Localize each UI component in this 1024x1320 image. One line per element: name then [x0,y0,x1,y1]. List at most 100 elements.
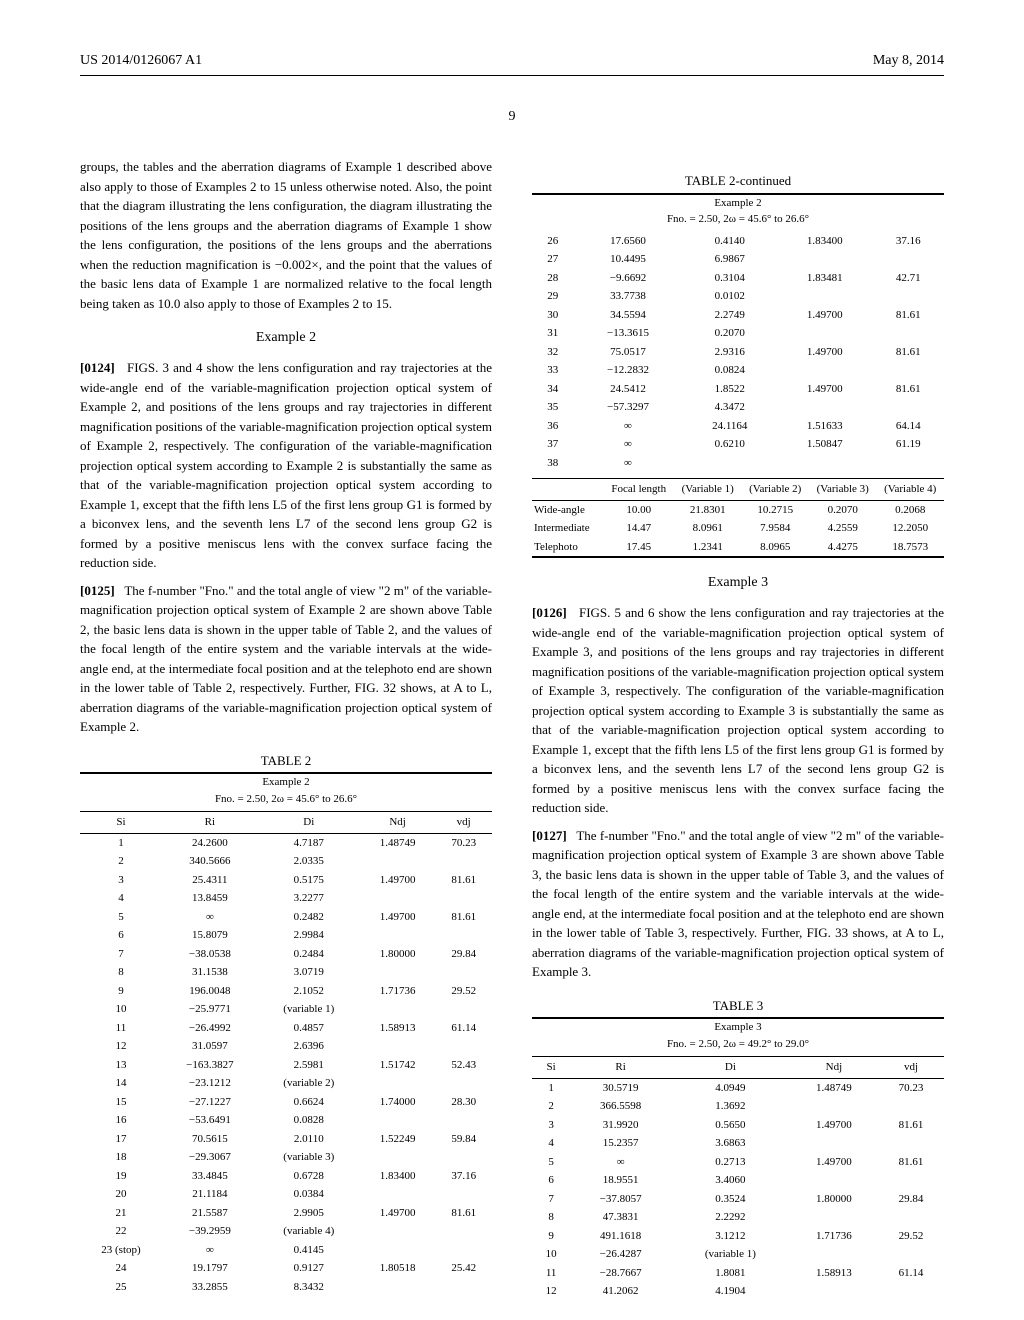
table-cell: 4 [532,1134,570,1153]
table-cell: 1.8081 [671,1264,790,1283]
left-column: groups, the tables and the aberration di… [80,157,492,1313]
table-cell: 0.4145 [258,1241,360,1260]
para-number: [0126] [532,605,567,620]
table-header: Di [258,812,360,834]
table-row: 15−27.12270.66241.7400028.30 [80,1093,492,1112]
page-header: US 2014/0126067 A1 May 8, 2014 [80,50,944,76]
table-row: 9196.00482.10521.7173629.52 [80,982,492,1001]
table-header: vdj [878,1057,944,1079]
table-cell: −26.4992 [162,1019,258,1038]
table-cell: −38.0538 [162,945,258,964]
table-cell: 8 [80,963,162,982]
table-cell: 81.61 [878,1116,944,1135]
table-row: 831.15383.0719 [80,963,492,982]
table-fno: Fno. = 2.50, 2ω = 49.2° to 29.0° [532,1036,944,1053]
table-cell: −27.1227 [162,1093,258,1112]
table-cell: −25.9771 [162,1000,258,1019]
table-cell: 10 [532,1245,570,1264]
table-cell: 3.2277 [258,889,360,908]
table-cell: 1.49700 [360,871,436,890]
table-cell: 9 [532,1227,570,1246]
table-cell [790,1097,878,1116]
table-cell: 1.83481 [777,269,872,288]
table-cell: 6 [532,1171,570,1190]
table-row: 16−53.64910.0828 [80,1111,492,1130]
paragraph: [0127] The f-number "Fno." and the total… [532,826,944,982]
table-row: 28−9.66920.31041.8348142.71 [532,269,944,288]
table-cell [360,1000,436,1019]
table-cell: 3.1212 [671,1227,790,1246]
table-cell: 0.0824 [682,361,777,380]
table-cell: 33.4845 [162,1167,258,1186]
table-cell: 21.8301 [674,500,742,519]
table-cell: 0.3524 [671,1190,790,1209]
table-cell: 33 [532,361,573,380]
table-cell: 4.3472 [682,398,777,417]
right-column: TABLE 2-continued Example 2 Fno. = 2.50,… [532,157,944,1313]
table-cell: 0.6210 [682,435,777,454]
table-cell [360,963,436,982]
table-cell [873,287,944,306]
table-cell: 0.5650 [671,1116,790,1135]
table-cell: 61.14 [435,1019,492,1038]
table-cell [878,1097,944,1116]
table-cell: 29.52 [878,1227,944,1246]
table-row: 2710.44956.9867 [532,250,944,269]
table-cell: 81.61 [878,1153,944,1172]
example-2-heading: Example 2 [80,327,492,348]
table-cell [360,926,436,945]
table-fno: Fno. = 2.50, 2ω = 45.6° to 26.6° [80,791,492,808]
table-cell: 4.2559 [809,519,877,538]
table-2-caption: TABLE 2 [80,751,492,771]
table-cell [777,287,872,306]
table-cell [360,1222,436,1241]
table-cell: 2.9984 [258,926,360,945]
table-cell: 1.49700 [790,1116,878,1135]
table-cell: 29.84 [435,945,492,964]
table-cell: 21 [80,1204,162,1223]
table-cell [435,852,492,871]
table-row: 11−28.76671.80811.5891361.14 [532,1264,944,1283]
table-cell [435,926,492,945]
table-cell: 52.43 [435,1056,492,1075]
table-header: (Variable 3) [809,479,877,501]
table-cell: 2 [532,1097,570,1116]
table-cell: 24.5412 [573,380,682,399]
table-cell [790,1171,878,1190]
table-cell: 34 [532,380,573,399]
table-cell [777,324,872,343]
table-row: 7−38.05380.24841.8000029.84 [80,945,492,964]
table-cell: 1.58913 [360,1019,436,1038]
table-row: 1933.48450.67281.8340037.16 [80,1167,492,1186]
table-cell: 25.4311 [162,871,258,890]
table-header: Ri [570,1057,671,1079]
table-row: 38∞ [532,454,944,473]
table-cell: 15.8079 [162,926,258,945]
table-cell [435,963,492,982]
table-header: Ri [162,812,258,834]
table-cell: 0.2070 [809,500,877,519]
table-subtitle: Example 2 [532,195,944,212]
table-cell [878,1245,944,1264]
table-cell: 8.0965 [741,538,809,558]
table-cell: (variable 2) [258,1074,360,1093]
table-3-caption: TABLE 3 [532,996,944,1016]
table-cell: 0.2068 [876,500,944,519]
table-cell: 1.71736 [790,1227,878,1246]
table-row: 23 (stop)∞0.4145 [80,1241,492,1260]
table-cell: 9 [80,982,162,1001]
table-cell [435,1000,492,1019]
table-cell: ∞ [573,435,682,454]
paragraph: groups, the tables and the aberration di… [80,157,492,313]
table-cell: −12.2832 [573,361,682,380]
table-row: 33−12.28320.0824 [532,361,944,380]
table-cell: (variable 1) [258,1000,360,1019]
table-cell: Intermediate [532,519,604,538]
table-cell: 0.2713 [671,1153,790,1172]
table-cell [873,361,944,380]
table-cell: 1.80000 [790,1190,878,1209]
table-header: (Variable 2) [741,479,809,501]
table-cell: 18 [80,1148,162,1167]
table-row: 3034.55942.27491.4970081.61 [532,306,944,325]
table-cell: 81.61 [435,908,492,927]
